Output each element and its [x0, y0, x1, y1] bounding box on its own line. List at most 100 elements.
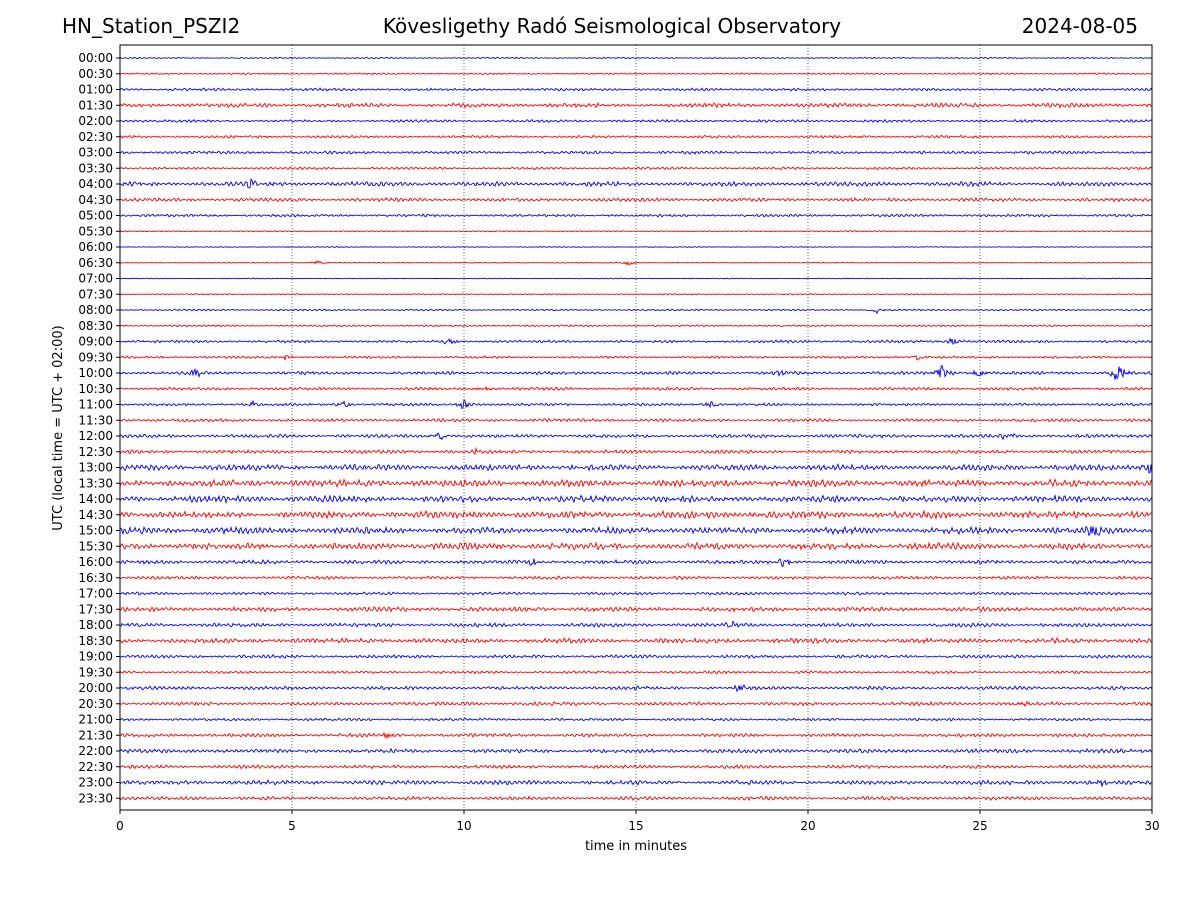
- x-tick-label: 20: [800, 819, 815, 833]
- y-tick-label: 16:30: [78, 571, 113, 585]
- station-title: HN_Station_PSZI2: [62, 14, 241, 38]
- y-tick-label: 12:00: [78, 429, 113, 443]
- y-tick-label: 07:30: [78, 287, 113, 301]
- trace-1800: [119, 620, 1153, 628]
- trace-1200: [119, 432, 1153, 441]
- trace-2230: [119, 764, 1153, 770]
- trace-1130: [119, 417, 1152, 423]
- y-tick-label: 15:00: [78, 524, 113, 538]
- trace-0830: [119, 324, 1153, 328]
- trace-1000: [119, 364, 1153, 380]
- trace-2000: [119, 684, 1153, 693]
- y-tick-label: 05:30: [78, 224, 113, 238]
- trace-1930: [119, 670, 1153, 675]
- y-tick-label: 11:00: [78, 398, 113, 412]
- y-tick-label: 02:00: [78, 114, 113, 128]
- trace-0400: [119, 178, 1153, 189]
- observatory-title: Kövesligethy Radó Seismological Observat…: [382, 14, 842, 38]
- trace-0900: [119, 337, 1153, 345]
- trace-1530: [119, 541, 1153, 552]
- trace-0430: [119, 196, 1153, 203]
- y-tick-label: 18:00: [78, 618, 113, 632]
- y-tick-label: 01:30: [78, 98, 113, 112]
- y-tick-label: 03:00: [78, 146, 113, 160]
- y-tick-label: 14:30: [78, 508, 113, 522]
- y-tick-label: 06:00: [78, 240, 113, 254]
- y-tick-label: 06:30: [78, 256, 113, 270]
- y-tick-label: 23:00: [78, 776, 113, 790]
- trace-0500: [119, 213, 1153, 218]
- trace-1600: [119, 557, 1153, 567]
- y-tick-label: 09:30: [78, 350, 113, 364]
- y-tick-label: 09:00: [78, 335, 113, 349]
- trace-0800: [119, 308, 1153, 315]
- y-tick-label: 18:30: [78, 634, 113, 648]
- y-tick-label: 20:00: [78, 681, 113, 695]
- trace-2030: [119, 700, 1153, 708]
- y-tick-label: 02:30: [78, 130, 113, 144]
- trace-2300: [119, 778, 1153, 787]
- y-tick-label: 22:00: [78, 744, 113, 758]
- trace-1330: [119, 478, 1153, 489]
- y-tick-label: 23:30: [78, 791, 113, 805]
- x-tick-label: 15: [628, 819, 643, 833]
- trace-0330: [119, 166, 1153, 171]
- trace-0700: [119, 277, 1153, 280]
- trace-1500: [119, 525, 1153, 537]
- y-tick-label: 16:00: [78, 555, 113, 569]
- y-tick-label: 14:00: [78, 492, 113, 506]
- trace-0030: [119, 72, 1152, 76]
- trace-1230: [119, 446, 1153, 456]
- y-tick-label: 15:30: [78, 539, 113, 553]
- x-axis-label: time in minutes: [585, 839, 687, 854]
- trace-0100: [119, 87, 1153, 92]
- trace-1100: [119, 398, 1153, 410]
- y-tick-label: 13:00: [78, 461, 113, 475]
- y-tick-label: 07:00: [78, 272, 113, 286]
- date-title: 2024-08-05: [1021, 14, 1138, 38]
- trace-0300: [119, 150, 1153, 155]
- trace-1830: [119, 637, 1153, 645]
- x-tick-label: 10: [456, 819, 471, 833]
- x-tick-label: 0: [116, 819, 124, 833]
- trace-0530: [119, 230, 1153, 233]
- trace-1300: [119, 463, 1153, 474]
- y-tick-label: 12:30: [78, 445, 113, 459]
- trace-1700: [119, 591, 1153, 596]
- trace-0630: [119, 260, 1152, 266]
- trace-1030: [119, 385, 1153, 392]
- trace-2330: [119, 795, 1153, 802]
- x-axis-ticks: 0 5 10 15 20 25 30: [116, 810, 1160, 833]
- trace-1730: [119, 605, 1153, 613]
- seismic-traces: [119, 56, 1153, 802]
- trace-0930: [119, 354, 1153, 361]
- y-tick-label: 05:00: [78, 209, 113, 223]
- y-tick-label: 08:30: [78, 319, 113, 333]
- y-tick-label: 22:30: [78, 760, 113, 774]
- y-tick-label: 21:30: [78, 728, 113, 742]
- y-tick-label: 03:30: [78, 161, 113, 175]
- x-tick-label: 5: [288, 819, 296, 833]
- y-tick-label: 10:00: [78, 366, 113, 380]
- trace-1900: [119, 653, 1153, 660]
- trace-0230: [119, 134, 1153, 140]
- x-tick-label: 30: [1144, 819, 1159, 833]
- trace-1630: [119, 575, 1153, 581]
- y-tick-label: 01:00: [78, 83, 113, 97]
- trace-0730: [119, 293, 1153, 296]
- y-tick-label: 20:30: [78, 697, 113, 711]
- trace-0600: [119, 246, 1153, 248]
- trace-2100: [119, 717, 1153, 722]
- y-tick-label: 04:00: [78, 177, 113, 191]
- y-tick-label: 17:30: [78, 602, 113, 616]
- trace-2200: [119, 747, 1153, 755]
- y-tick-label: 19:00: [78, 650, 113, 664]
- y-tick-label: 08:00: [78, 303, 113, 317]
- y-tick-label: 11:30: [78, 413, 113, 427]
- trace-0000: [119, 56, 1153, 60]
- trace-0130: [119, 102, 1153, 109]
- y-tick-label: 13:30: [78, 476, 113, 490]
- y-tick-label: 17:00: [78, 587, 113, 601]
